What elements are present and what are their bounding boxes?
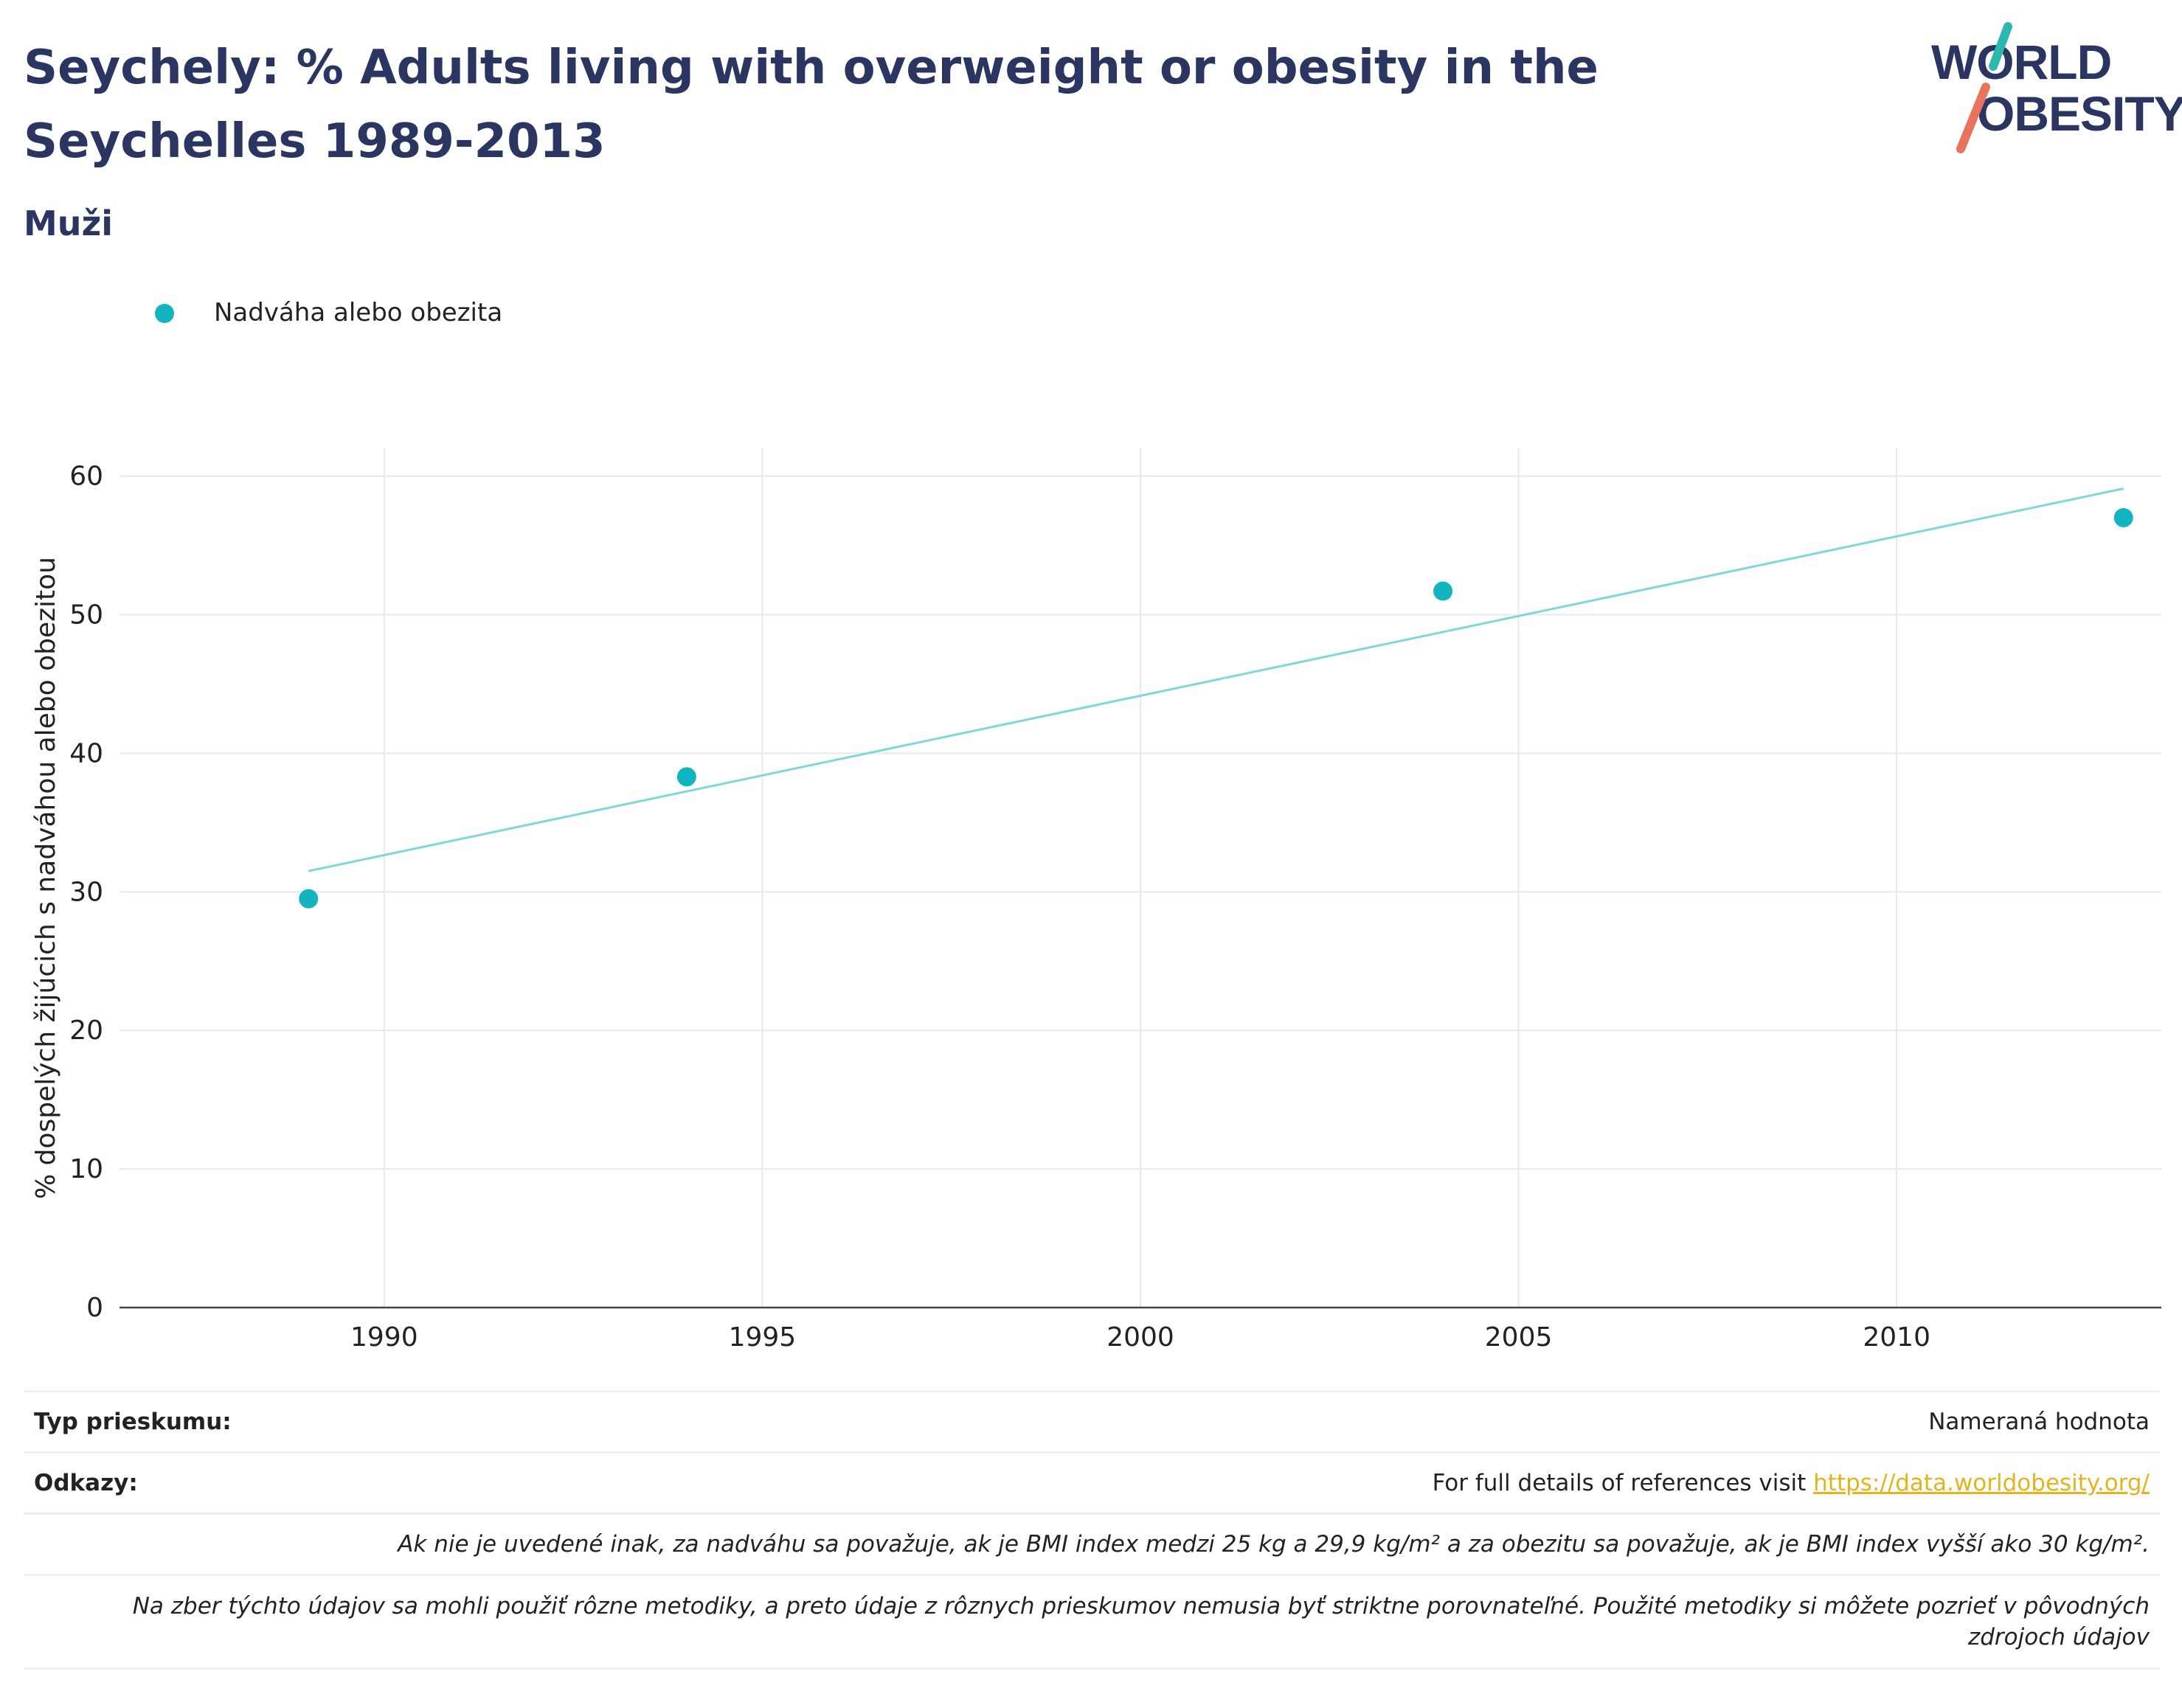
- data-point: [299, 889, 319, 909]
- data-point: [1433, 581, 1453, 601]
- scatter-chart: 0 10 20 30 40 50 60 1990 1995 2000 2005 2010 % dospe…: [31, 448, 2161, 1353]
- logo-text-world: WORLD: [1931, 35, 2112, 89]
- x-tick-label: 2010: [1863, 1322, 1930, 1353]
- trend-line: [308, 487, 2124, 872]
- y-tick-label: 10: [69, 1154, 103, 1184]
- references-value: For full details of references visit htt…: [1433, 1470, 2150, 1496]
- world-obesity-logo: WORLD OBESITY: [1925, 22, 2182, 155]
- footer-row-references: Odkazy: For full details of references v…: [24, 1451, 2160, 1513]
- y-tick-label: 0: [86, 1293, 103, 1323]
- data-point: [676, 767, 696, 787]
- methods-note: Na zber týchto údajov sa mohli použiť rô…: [132, 1593, 2150, 1650]
- footer-row-bmi-note: Ak nie je uvedené inak, za nadváhu sa po…: [24, 1513, 2160, 1574]
- y-tick-label: 50: [69, 600, 103, 630]
- references-text: For full details of references visit: [1432, 1470, 1814, 1496]
- page-subtitle: Muži: [24, 204, 114, 243]
- y-tick-label: 30: [69, 877, 103, 907]
- logo-text-obesity: OBESITY: [1977, 86, 2182, 141]
- x-tick-label: 1995: [729, 1322, 797, 1353]
- logo-slash-icon: [1956, 22, 2012, 153]
- x-tick-label: 2005: [1485, 1322, 1553, 1353]
- references-link[interactable]: https://data.worldobesity.org/: [1813, 1470, 2150, 1496]
- references-label: Odkazy:: [34, 1470, 138, 1496]
- footer-row-survey-type: Typ prieskumu: Nameraná hodnota: [24, 1390, 2160, 1451]
- page-title: Seychely: % Adults living with overweigh…: [24, 41, 1599, 169]
- survey-type-value: Nameraná hodnota: [1928, 1409, 2150, 1435]
- x-tick-label: 2000: [1106, 1322, 1174, 1353]
- y-tick-label: 40: [69, 738, 103, 768]
- survey-type-label: Typ prieskumu:: [34, 1409, 232, 1435]
- chart-footer: Typ prieskumu: Nameraná hodnota Odkazy: …: [24, 1390, 2160, 1670]
- bmi-note: Ak nie je uvedené inak, za nadváhu sa po…: [398, 1531, 2150, 1558]
- y-axis-label: % dospelých žijúcich s nadváhou alebo ob…: [31, 557, 61, 1199]
- y-tick-label: 20: [69, 1016, 103, 1046]
- data-point: [2113, 507, 2133, 527]
- legend-marker: [155, 304, 174, 323]
- footer-row-methods-note: Na zber týchto údajov sa mohli použiť rô…: [24, 1574, 2160, 1670]
- y-tick-label: 60: [69, 462, 103, 492]
- legend-label: Nadváha alebo obezita: [214, 298, 503, 327]
- x-tick-label: 1990: [350, 1322, 418, 1353]
